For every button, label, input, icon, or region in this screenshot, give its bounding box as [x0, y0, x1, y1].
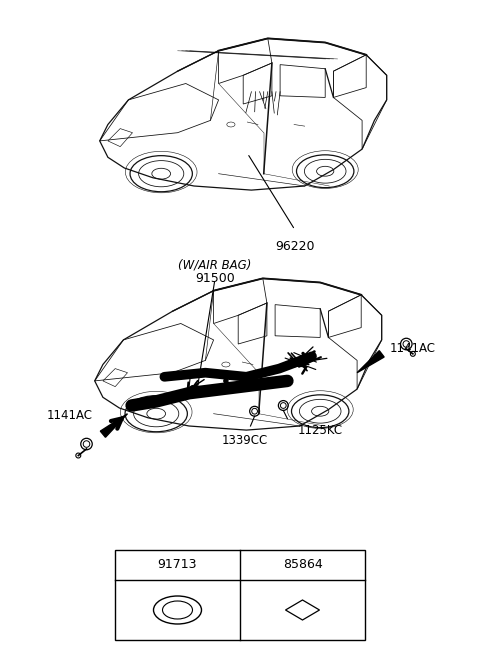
Circle shape: [260, 370, 265, 375]
Text: 96220: 96220: [275, 240, 315, 253]
Text: 91500: 91500: [195, 272, 235, 286]
Text: 91713: 91713: [158, 559, 197, 572]
Circle shape: [236, 383, 240, 388]
Text: 1125KC: 1125KC: [298, 424, 343, 436]
Text: 1141AC: 1141AC: [390, 343, 436, 356]
Circle shape: [224, 379, 228, 383]
Polygon shape: [357, 350, 384, 373]
Text: 1141AC: 1141AC: [47, 409, 93, 422]
Polygon shape: [100, 414, 128, 438]
Bar: [115, 550, 365, 640]
Text: (W/AIR BAG): (W/AIR BAG): [178, 259, 252, 272]
Text: 1339CC: 1339CC: [222, 434, 268, 447]
Text: 85864: 85864: [283, 559, 323, 572]
Circle shape: [211, 386, 216, 392]
